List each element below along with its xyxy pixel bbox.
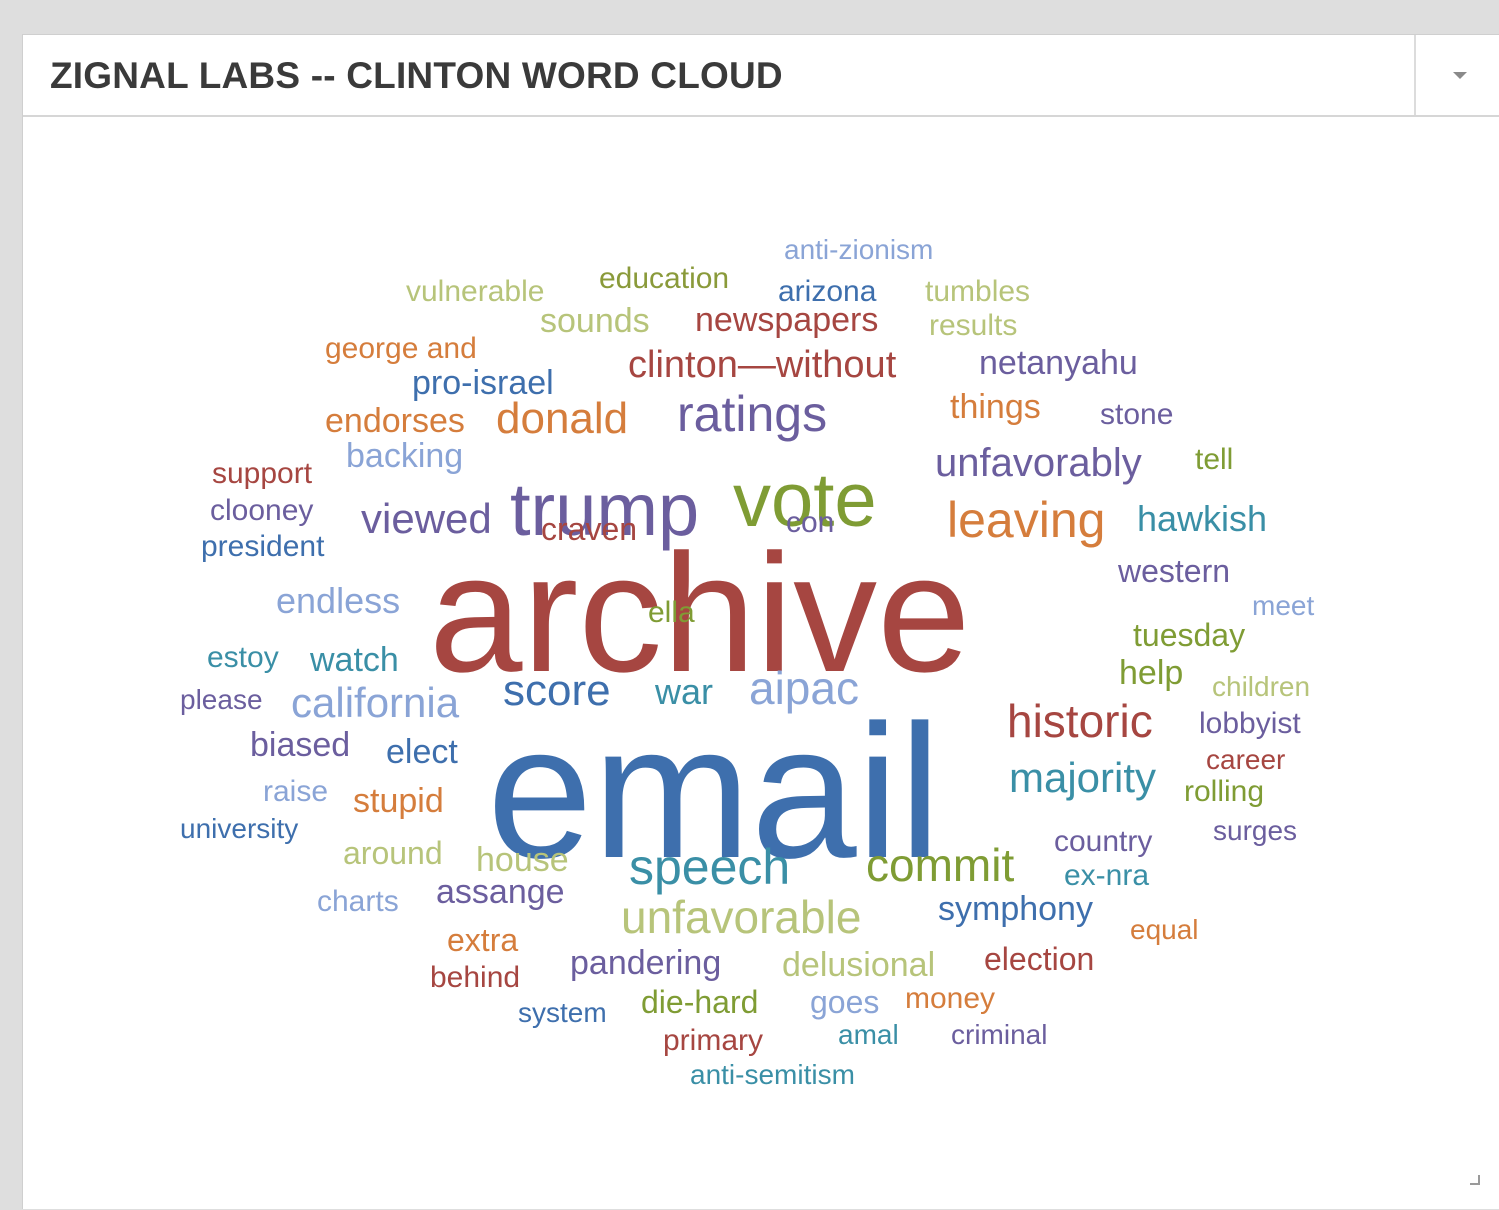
cloud-word-vote: vote <box>733 458 877 543</box>
cloud-word-backing: backing <box>346 437 463 475</box>
cloud-word-anti-zionism: anti-zionism <box>784 234 933 265</box>
cloud-word-tuesday: tuesday <box>1133 617 1245 653</box>
cloud-word-anti-semitism: anti-semitism <box>690 1059 855 1090</box>
cloud-word-biased: biased <box>250 726 350 764</box>
cloud-word-newspapers: newspapers <box>695 301 878 339</box>
cloud-word-die-hard: die-hard <box>641 984 758 1020</box>
cloud-word-majority: majority <box>1009 754 1156 801</box>
cloud-word-children: children <box>1212 671 1310 702</box>
cloud-word-unfavorable: unfavorable <box>621 891 861 943</box>
cloud-word-ratings: ratings <box>677 386 827 442</box>
cloud-word-ella: ella <box>648 596 695 629</box>
cloud-word-university: university <box>180 813 298 844</box>
cloud-word-donald: donald <box>496 394 628 443</box>
cloud-word-aipac: aipac <box>749 662 859 714</box>
cloud-word-president: president <box>201 530 325 563</box>
cloud-word-speech: speech <box>629 839 790 895</box>
cloud-word-historic: historic <box>1007 695 1153 747</box>
cloud-word-behind: behind <box>430 961 520 994</box>
widget-menu-button[interactable] <box>1416 35 1499 115</box>
cloud-word-meet: meet <box>1252 590 1314 621</box>
cloud-word-unfavorably: unfavorably <box>935 441 1142 485</box>
cloud-word-arizona: arizona <box>778 275 877 308</box>
cloud-word-rolling: rolling <box>1184 775 1264 808</box>
cloud-word-amal: amal <box>838 1019 899 1050</box>
cloud-word-help: help <box>1119 654 1183 692</box>
cloud-word-charts: charts <box>317 885 399 918</box>
cloud-word-trump: trump <box>510 468 699 551</box>
cloud-word-endless: endless <box>276 580 400 621</box>
cloud-word-primary: primary <box>663 1024 763 1057</box>
cloud-word-system: system <box>518 997 607 1028</box>
cloud-word-archive: archive <box>429 519 971 707</box>
cloud-word-craven: craven <box>541 511 637 547</box>
cloud-word-hawkish: hawkish <box>1137 498 1267 539</box>
cloud-word-election: election <box>984 941 1094 977</box>
cloud-word-raise: raise <box>263 775 328 808</box>
cloud-word-career: career <box>1206 744 1285 775</box>
cloud-word-leaving: leaving <box>947 492 1105 548</box>
cloud-word-criminal: criminal <box>951 1019 1047 1050</box>
cloud-word-please: please <box>180 684 263 715</box>
cloud-word-sounds: sounds <box>540 302 650 340</box>
cloud-word-netanyahu: netanyahu <box>979 344 1138 382</box>
cloud-word-clooney: clooney <box>210 494 313 527</box>
cloud-word-house: house <box>476 841 569 879</box>
cloud-word-around: around <box>343 835 443 871</box>
cloud-word-western: western <box>1117 553 1230 589</box>
widget-title: ZIGNAL LABS -- CLINTON WORD CLOUD <box>50 55 783 96</box>
cloud-word-con: con <box>786 506 834 539</box>
cloud-word-education: education <box>599 262 729 295</box>
cloud-word-war: war <box>654 671 713 712</box>
cloud-word-score: score <box>503 666 611 715</box>
cloud-word-endorses: endorses <box>325 402 465 440</box>
widget-header: ZIGNAL LABS -- CLINTON WORD CLOUD <box>23 35 1499 117</box>
cloud-word-commit: commit <box>866 839 1014 891</box>
cloud-word-things: things <box>950 388 1041 426</box>
cloud-word-clinton-without: clinton—without <box>628 344 897 386</box>
cloud-word-symphony: symphony <box>938 890 1093 928</box>
cloud-word-pro-israel: pro-israel <box>412 364 554 402</box>
cloud-word-results: results <box>929 309 1017 342</box>
cloud-word-delusional: delusional <box>782 946 935 984</box>
cloud-word-vulnerable: vulnerable <box>406 275 544 308</box>
cloud-word-lobbyist: lobbyist <box>1199 707 1301 740</box>
word-cloud: archive email vote trump ratings leaving speec… <box>23 35 1499 1210</box>
cloud-word-viewed: viewed <box>361 495 492 542</box>
cloud-word-assange: assange <box>436 873 565 911</box>
cloud-word-pandering: pandering <box>570 944 721 982</box>
cloud-word-support: support <box>212 457 313 490</box>
cloud-word-goes: goes <box>810 984 879 1020</box>
cloud-word-surges: surges <box>1213 815 1297 846</box>
cloud-word-elect: elect <box>386 733 458 771</box>
cloud-word-tell: tell <box>1195 443 1233 476</box>
resize-handle-icon[interactable] <box>1470 1175 1480 1185</box>
cloud-word-stone: stone <box>1100 398 1173 431</box>
cloud-word-watch: watch <box>309 641 399 679</box>
cloud-word-money: money <box>905 982 995 1015</box>
cloud-word-estoy: estoy <box>207 641 279 674</box>
cloud-word-tumbles: tumbles <box>925 275 1030 308</box>
word-cloud-widget: ZIGNAL LABS -- CLINTON WORD CLOUD archiv… <box>22 34 1499 1209</box>
chevron-down-icon <box>1453 72 1467 79</box>
cloud-word-extra: extra <box>447 922 518 958</box>
cloud-word-george-and: george and <box>325 332 477 365</box>
cloud-word-country: country <box>1054 825 1152 858</box>
cloud-word-stupid: stupid <box>353 782 444 820</box>
cloud-word-email: email <box>487 686 941 898</box>
header-divider <box>1414 35 1416 115</box>
cloud-word-equal: equal <box>1130 914 1199 945</box>
cloud-word-california: california <box>291 679 460 726</box>
cloud-word-ex-nra: ex-nra <box>1064 859 1149 892</box>
